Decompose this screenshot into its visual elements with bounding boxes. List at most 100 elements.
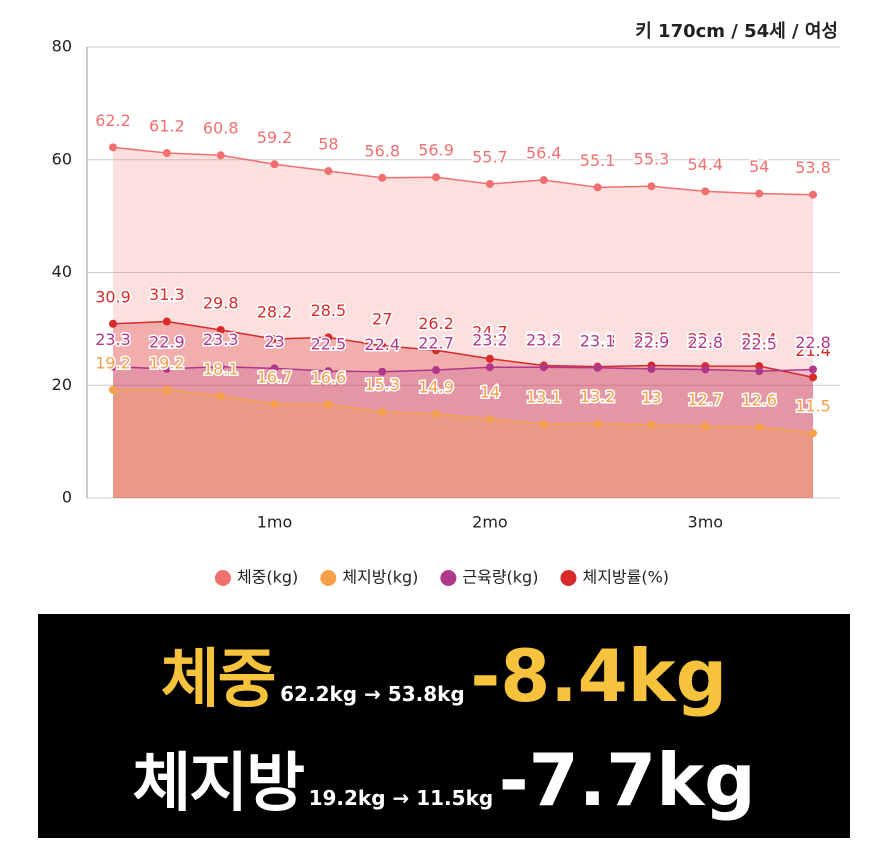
data-point [162, 317, 171, 326]
data-label: 27 [372, 309, 392, 328]
data-label: 22.4 [364, 335, 400, 354]
data-point [324, 333, 333, 342]
data-point [162, 148, 171, 157]
data-label: 21.4 [795, 341, 831, 360]
summary-row: 체지방 19.2kg → 11.5kg -7.7kg [38, 732, 850, 824]
data-point [809, 429, 817, 438]
x-tick-label: 1mo [257, 513, 293, 532]
legend-marker [560, 570, 577, 586]
y-tick-label: 60 [52, 149, 72, 168]
legend-label: 체지방률(%) [582, 568, 669, 587]
data-point [109, 319, 117, 328]
data-label: 22.5 [311, 335, 347, 354]
summary-change: 19.2kg → 11.5kg [308, 786, 494, 810]
summary-result: -7.7kg [498, 738, 756, 822]
data-label: 55.3 [634, 150, 670, 169]
data-point [809, 373, 817, 382]
data-point [109, 143, 117, 152]
data-label: 56.9 [418, 141, 454, 160]
data-label: 28.2 [257, 303, 293, 322]
legend-marker [440, 570, 457, 586]
data-point [432, 346, 441, 355]
series-area [113, 366, 813, 498]
series-area [113, 147, 813, 498]
data-point [270, 160, 279, 169]
data-point [324, 400, 333, 409]
data-label: 23.3 [95, 330, 131, 349]
data-label: 54.4 [687, 155, 723, 174]
data-label: 23.2 [526, 331, 562, 350]
data-label: 28.5 [311, 301, 347, 320]
data-point [809, 365, 817, 374]
summary-change: 62.2kg → 53.8kg [280, 682, 465, 706]
data-label: 23.3 [580, 330, 616, 349]
data-point [378, 407, 387, 416]
data-point [755, 367, 764, 376]
data-point [593, 363, 602, 372]
data-point [216, 362, 225, 371]
data-point [378, 341, 387, 350]
data-label: 23.4 [741, 330, 777, 349]
data-label: 22.9 [634, 332, 670, 351]
data-point [270, 399, 279, 408]
data-label: 11.5 [795, 397, 831, 416]
data-label: 12.7 [687, 390, 723, 409]
data-label: 19.2 [95, 353, 131, 372]
data-point [485, 363, 494, 372]
data-point [539, 363, 548, 372]
data-label: 55.7 [472, 147, 508, 166]
data-point [485, 179, 494, 188]
data-point [485, 415, 494, 424]
data-label: 53.8 [795, 158, 831, 177]
data-point [216, 151, 225, 160]
summary-box: 체중 62.2kg → 53.8kg -8.4kg 체지방 19.2kg → 1… [38, 614, 850, 838]
data-label: 55.1 [580, 151, 616, 170]
data-label: 13.2 [580, 387, 616, 406]
legend-label: 체지방(kg) [342, 568, 418, 587]
data-label: 59.2 [257, 128, 293, 147]
data-label: 61.2 [149, 116, 185, 135]
data-label: 23.5 [634, 329, 670, 348]
data-point [162, 364, 171, 373]
data-label: 56.4 [526, 144, 562, 163]
data-label: 23.1 [580, 331, 616, 350]
data-label: 23.3 [203, 330, 239, 349]
data-point [701, 187, 710, 196]
data-label: 22.5 [741, 335, 777, 354]
data-point [539, 420, 548, 429]
data-point [109, 385, 117, 394]
data-point [378, 367, 387, 376]
summary-label: 체중 [160, 643, 277, 717]
data-label: 16.6 [311, 368, 347, 387]
data-point [701, 422, 710, 431]
data-label: 22.8 [687, 333, 723, 352]
data-label: 29.8 [203, 294, 239, 313]
data-point [216, 326, 225, 335]
data-point [432, 366, 441, 375]
data-label: 58 [318, 135, 338, 154]
data-point [755, 422, 764, 431]
data-point [324, 367, 333, 376]
data-label: 23.4 [687, 330, 723, 349]
data-label: 24.7 [472, 322, 508, 341]
data-label: 26.2 [418, 314, 454, 333]
data-label: 19.2 [149, 353, 185, 372]
data-label: 22.7 [418, 334, 454, 353]
summary-result: -8.4kg [470, 634, 728, 718]
data-label: 14 [480, 383, 500, 402]
y-tick-label: 80 [52, 37, 72, 56]
series-line [113, 389, 814, 434]
data-point [162, 385, 171, 394]
data-point [755, 189, 764, 198]
y-tick-label: 20 [52, 375, 72, 394]
series-line [112, 146, 814, 196]
data-point [324, 167, 333, 176]
legend: 체중(kg) 체지방(kg) 근육량(kg) 체지방률(%) [214, 568, 669, 587]
data-label: 30.9 [95, 287, 131, 306]
series-area [113, 389, 813, 498]
data-point [647, 420, 656, 429]
data-label: 56.8 [364, 141, 400, 160]
data-label: 14.9 [418, 378, 454, 397]
data-point [593, 183, 602, 192]
